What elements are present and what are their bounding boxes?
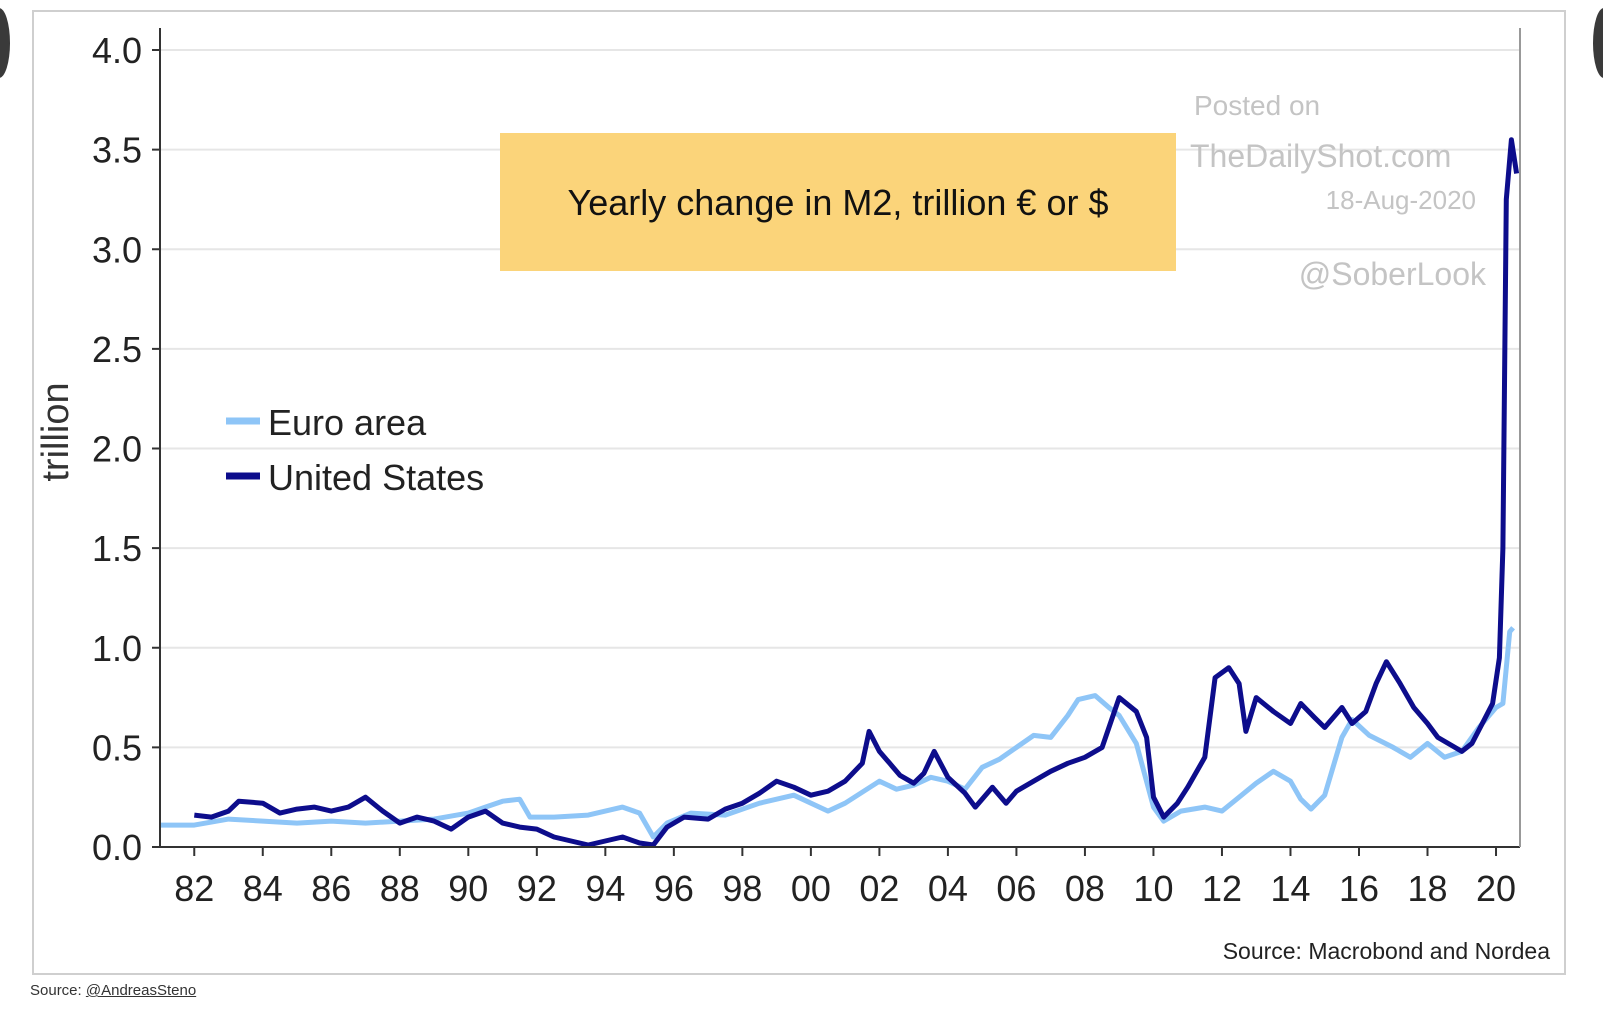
y-tick-label: 2.5: [92, 329, 142, 370]
grid-lines: [160, 49, 1520, 749]
watermark-line3: 18-Aug-2020: [1326, 185, 1476, 215]
y-tick-label: 0.0: [92, 827, 142, 868]
x-tick-label: 94: [585, 868, 625, 909]
page-source-credit: Source: @AndreasSteno: [30, 982, 196, 999]
x-tick-label: 12: [1202, 868, 1242, 909]
x-tick-label: 88: [380, 868, 420, 909]
x-tick-label: 14: [1270, 868, 1310, 909]
legend-label-euro-area: Euro area: [268, 402, 427, 443]
watermark-line2: TheDailyShot.com: [1190, 138, 1451, 174]
x-tick-label: 20: [1476, 868, 1516, 909]
y-axis-label: trillion: [35, 382, 77, 481]
x-axis-ticks: 82 84 86 88 90 92 94 96 98 00 02 04 06 08 10 12 14 16 18 20: [174, 847, 1516, 909]
y-tick-label: 2.0: [92, 429, 142, 470]
chart-title: Yearly change in M2, trillion € or $: [568, 182, 1109, 223]
page-source-prefix: Source:: [30, 982, 86, 999]
y-tick-label: 1.5: [92, 528, 142, 569]
watermark-line4: @SoberLook: [1299, 256, 1487, 292]
x-tick-label: 00: [791, 868, 831, 909]
x-tick-label: 90: [448, 868, 488, 909]
x-tick-label: 86: [311, 868, 351, 909]
x-tick-label: 98: [722, 868, 762, 909]
y-tick-label: 3.0: [92, 229, 142, 270]
x-tick-label: 82: [174, 868, 214, 909]
page-source-link[interactable]: @AndreasSteno: [85, 982, 197, 999]
x-tick-label: 16: [1339, 868, 1379, 909]
right-edge-marker: [1593, 8, 1603, 78]
series-line-euro-area: [160, 626, 1516, 840]
title-box: [500, 133, 1176, 271]
x-tick-label: 92: [517, 868, 557, 909]
x-tick-label: 06: [996, 868, 1036, 909]
x-tick-label: 84: [243, 868, 283, 909]
y-tick-label: 4.0: [92, 30, 142, 71]
y-tick-label: 1.0: [92, 628, 142, 669]
y-axis-ticks: 0.0 0.5 1.0 1.5 2.0 2.5 3.0 3.5 4.0: [92, 30, 160, 868]
x-tick-label: 08: [1065, 868, 1105, 909]
series-line-united-states: [194, 137, 1520, 848]
x-tick-label: 96: [654, 868, 694, 909]
x-tick-label: 04: [928, 868, 968, 909]
legend-label-united-states: United States: [268, 457, 484, 498]
watermark-line1: Posted on: [1194, 90, 1320, 121]
x-tick-label: 10: [1133, 868, 1173, 909]
y-tick-label: 3.5: [92, 130, 142, 171]
legend: Euro area United States: [226, 402, 484, 498]
x-tick-label: 02: [859, 868, 899, 909]
chart-source: Source: Macrobond and Nordea: [1223, 938, 1551, 964]
x-tick-label: 18: [1407, 868, 1447, 909]
left-edge-marker: [0, 8, 10, 78]
y-tick-label: 0.5: [92, 727, 142, 768]
